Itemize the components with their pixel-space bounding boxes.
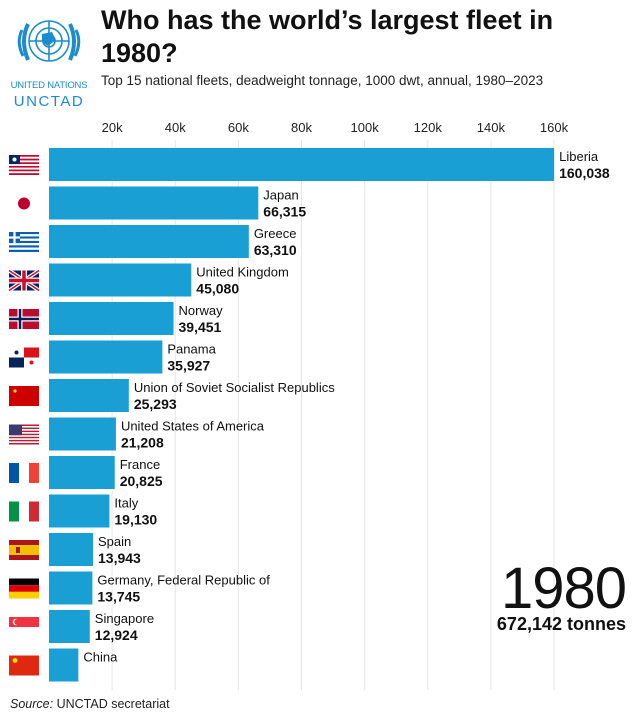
bar bbox=[49, 302, 174, 335]
bar-value-label: 63,310 bbox=[254, 242, 297, 258]
bar bbox=[49, 379, 129, 412]
bar-value-label: 35,927 bbox=[167, 358, 210, 374]
source-note: Source: UNCTAD secretariat bbox=[10, 697, 170, 711]
bar-category-label: Greece bbox=[254, 226, 297, 241]
tick-label: 20k bbox=[102, 120, 123, 135]
bar-category-label: Panama bbox=[167, 342, 216, 357]
bar-category-label: Japan bbox=[263, 188, 298, 203]
tick-label: 80k bbox=[291, 120, 312, 135]
source-text: UNCTAD secretariat bbox=[56, 697, 170, 711]
tick-label: 100k bbox=[351, 120, 380, 135]
flag-panama-icon bbox=[9, 347, 39, 368]
bar bbox=[49, 148, 555, 181]
tick-label: 40k bbox=[165, 120, 186, 135]
bar-value-label: 160,038 bbox=[559, 165, 610, 181]
flag-france-icon bbox=[9, 463, 39, 483]
bar-value-label: 19,130 bbox=[114, 512, 157, 528]
bar-category-label: United Kingdom bbox=[196, 265, 289, 280]
bar-category-label: Singapore bbox=[95, 611, 154, 626]
year-indicator: 1980 bbox=[500, 556, 627, 621]
flag-china-icon bbox=[9, 655, 39, 676]
source-label: Source: bbox=[10, 697, 54, 711]
bar-category-label: France bbox=[120, 457, 160, 472]
bar bbox=[49, 648, 79, 682]
bar-value-label: 39,451 bbox=[179, 319, 222, 335]
un-emblem-icon bbox=[17, 20, 81, 62]
flag-singapore-icon bbox=[9, 617, 39, 637]
org-name-line2: UNCTAD bbox=[13, 93, 85, 110]
bar-value-label: 66,315 bbox=[263, 204, 306, 220]
bar-value-label: 21,208 bbox=[121, 435, 164, 451]
flag-liberia-icon bbox=[9, 155, 39, 175]
bar-category-label: Liberia bbox=[559, 149, 599, 164]
bar-category-label: Italy bbox=[114, 496, 138, 511]
bar-value-label: 20,825 bbox=[120, 473, 163, 489]
flag-norway-icon bbox=[9, 309, 39, 329]
org-name-line1: UNITED NATIONS bbox=[10, 80, 88, 91]
flag-japan-icon bbox=[9, 193, 39, 214]
bar-value-label: 13,943 bbox=[98, 550, 141, 566]
bar bbox=[49, 494, 110, 528]
chart-title: Who has the world’s largest fleet in 198… bbox=[101, 5, 554, 68]
unctad-logo: UNITED NATIONS UNCTAD bbox=[4, 10, 94, 110]
tick-label: 140k bbox=[477, 120, 506, 135]
bar-category-label: Germany, Federal Republic of bbox=[97, 573, 270, 588]
bar bbox=[49, 225, 249, 258]
chart-subtitle: Top 15 national fleets, deadweight tonna… bbox=[101, 73, 544, 88]
bar-value-label: 12,924 bbox=[95, 627, 138, 643]
bar bbox=[49, 263, 192, 297]
bar bbox=[49, 417, 116, 451]
bar-category-label: China bbox=[83, 650, 118, 665]
flag-united-kingdom-icon bbox=[7, 268, 41, 293]
bar-category-label: Spain bbox=[98, 534, 131, 549]
bar bbox=[49, 571, 93, 605]
bar bbox=[49, 610, 90, 643]
flag-italy-icon bbox=[9, 501, 39, 522]
tick-label: 160k bbox=[540, 120, 569, 135]
bar bbox=[49, 456, 115, 489]
bar-category-label: United States of America bbox=[121, 419, 265, 434]
flag-germany-icon bbox=[9, 578, 39, 599]
bar-value-label: 25,293 bbox=[134, 396, 177, 412]
flag-usa-icon bbox=[9, 424, 39, 445]
bar-category-label: Union of Soviet Socialist Republics bbox=[134, 380, 335, 395]
tick-label: 120k bbox=[414, 120, 443, 135]
bar bbox=[49, 340, 163, 374]
bar-value-label: 45,080 bbox=[196, 281, 239, 297]
bar bbox=[49, 186, 259, 220]
tick-label: 60k bbox=[228, 120, 249, 135]
total-tonnage: 672,142 tonnes bbox=[496, 614, 626, 634]
flag-ussr-icon bbox=[9, 386, 39, 406]
flag-greece-icon bbox=[9, 232, 39, 252]
bar-category-label: Norway bbox=[179, 303, 224, 318]
flag-spain-icon bbox=[9, 540, 39, 560]
bar bbox=[49, 533, 94, 566]
bar-value-label: 13,745 bbox=[97, 589, 140, 605]
